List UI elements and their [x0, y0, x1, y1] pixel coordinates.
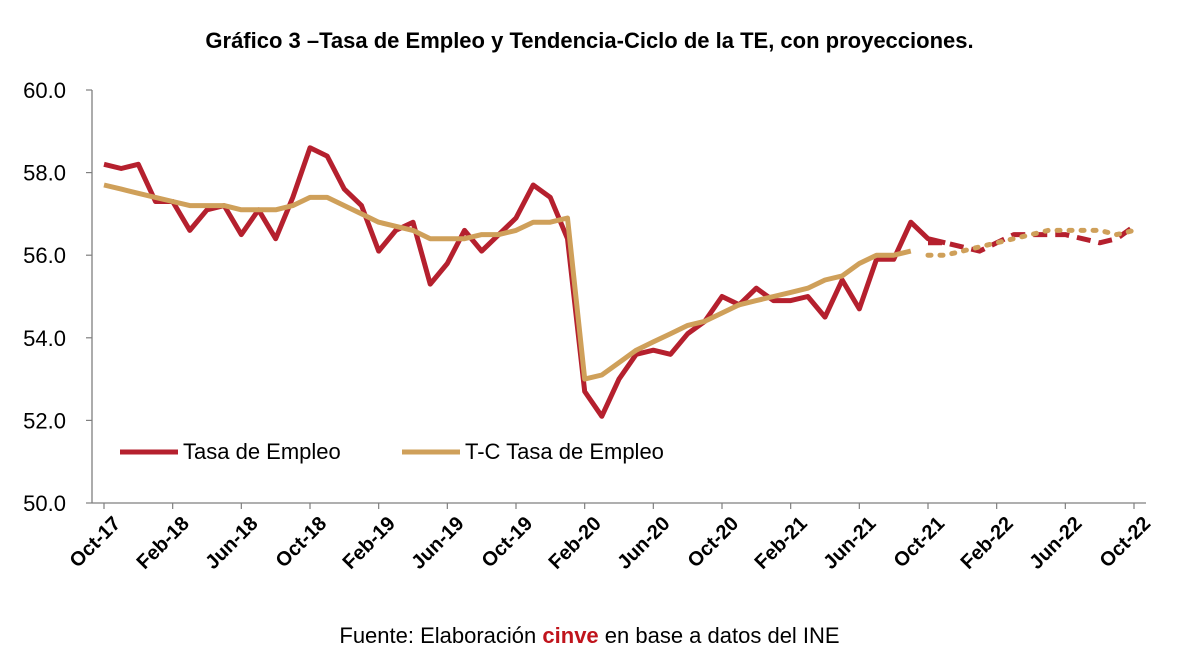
legend[interactable]: Tasa de Empleo T-C Tasa de Empleo	[120, 439, 664, 464]
y-tick-label: 54.0	[23, 326, 66, 351]
y-tick-label: 60.0	[23, 78, 66, 103]
x-tick-label: Jun-22	[1025, 513, 1086, 574]
y-tick-label: 58.0	[23, 161, 66, 186]
axes	[91, 90, 1146, 504]
series-lines	[103, 145, 1137, 419]
legend-label: T-C Tasa de Empleo	[465, 439, 664, 464]
source-brand: cinve	[542, 623, 599, 648]
legend-item-1[interactable]: Tasa de Empleo	[120, 439, 341, 464]
x-tick-label: Oct-22	[1096, 513, 1156, 573]
source-note: Fuente: Elaboración cinve en base a dato…	[0, 623, 1179, 649]
series-line-3	[928, 224, 1136, 254]
legend-item-2[interactable]: T-C Tasa de Empleo	[402, 439, 664, 464]
series-line-1	[103, 145, 946, 419]
x-tick-label: Oct-19	[478, 513, 538, 573]
x-tick-label: Jun-18	[201, 513, 262, 574]
x-tick-label: Jun-19	[407, 513, 468, 574]
x-tick-label: Jun-20	[613, 513, 674, 574]
legend-label: Tasa de Empleo	[183, 439, 341, 464]
x-axis-ticks: Oct-17 Feb-18 Jun-18 Oct-18 Feb-19 Jun-19 Oct-…	[66, 503, 1156, 574]
x-tick-label: Oct-17	[66, 513, 126, 573]
x-tick-label: Oct-21	[890, 513, 950, 573]
source-prefix: Fuente: Elaboración	[339, 623, 543, 648]
y-tick-label: 50.0	[23, 491, 66, 516]
x-tick-label: Feb-20	[545, 513, 606, 574]
series-line-2	[103, 182, 912, 382]
chart-title: Gráfico 3 –Tasa de Empleo y Tendencia-Ci…	[205, 28, 974, 53]
source-suffix: en base a datos del INE	[598, 623, 840, 648]
x-tick-label: Oct-18	[272, 513, 332, 573]
y-tick-label: 56.0	[23, 243, 66, 268]
x-tick-label: Feb-22	[957, 513, 1018, 574]
series-line-4	[925, 227, 1137, 258]
x-tick-label: Jun-21	[819, 513, 880, 574]
x-tick-label: Oct-20	[684, 513, 744, 573]
x-tick-label: Feb-18	[133, 513, 194, 574]
y-axis-ticks: 50.0 52.0 54.0 56.0 58.0 60.0	[23, 78, 92, 516]
y-tick-label: 52.0	[23, 408, 66, 433]
x-tick-label: Feb-21	[751, 513, 812, 574]
x-tick-label: Feb-19	[339, 513, 400, 574]
